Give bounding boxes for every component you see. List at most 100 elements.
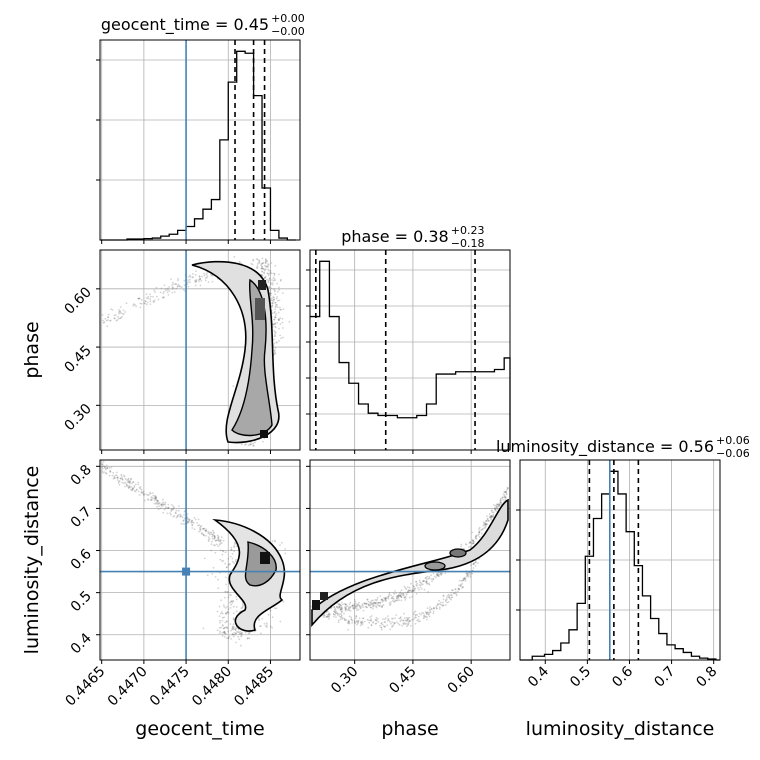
sample-point <box>229 563 231 565</box>
scatter-ld-phase-tickmarks <box>306 465 472 664</box>
sample-point <box>278 299 281 302</box>
sample-point <box>157 502 159 504</box>
sample-point <box>441 572 444 575</box>
sample-point <box>288 320 291 323</box>
sample-point <box>447 593 450 596</box>
sample-point <box>189 278 191 281</box>
sample-point <box>450 591 452 594</box>
sample-point <box>222 624 224 627</box>
sample-point <box>425 612 428 614</box>
sample-point <box>432 572 435 575</box>
sample-point <box>470 564 472 566</box>
sample-point <box>358 617 361 620</box>
sample-point <box>233 541 236 544</box>
sample-point <box>111 474 114 477</box>
sample-point <box>485 519 487 522</box>
sample-point <box>274 279 276 281</box>
sample-point <box>281 327 284 329</box>
sample-point <box>406 591 409 594</box>
sample-point <box>264 259 267 262</box>
sample-point <box>163 290 165 293</box>
sample-point <box>269 283 272 286</box>
sample-point <box>422 580 425 582</box>
sample-point <box>407 623 410 625</box>
sample-point <box>247 632 250 635</box>
sample-point <box>351 604 354 607</box>
sample-point <box>334 611 336 613</box>
sample-point <box>163 503 166 505</box>
sample-point <box>116 319 119 321</box>
sample-point <box>423 580 426 582</box>
sample-point <box>234 627 237 630</box>
sample-point <box>235 558 237 561</box>
sample-point <box>359 607 362 610</box>
sample-point <box>436 574 439 577</box>
sample-point <box>264 269 266 272</box>
sample-point <box>230 603 233 606</box>
sample-point <box>270 304 273 307</box>
sample-point <box>205 530 208 532</box>
sample-point <box>273 333 276 336</box>
sample-point <box>183 510 186 513</box>
sample-point <box>277 319 280 321</box>
sample-point <box>356 605 359 607</box>
sample-point <box>183 513 185 516</box>
sample-point <box>228 563 230 566</box>
sample-point <box>227 636 230 639</box>
sample-point <box>506 487 509 489</box>
sample-point <box>207 530 210 533</box>
sample-point <box>213 544 215 546</box>
sample-point <box>428 608 431 611</box>
sample-point <box>439 573 442 576</box>
sample-point <box>480 529 482 531</box>
sample-point <box>495 510 498 512</box>
sample-point <box>351 604 354 607</box>
sample-point <box>357 620 359 623</box>
sample-point <box>279 279 282 282</box>
sample-point <box>492 514 495 517</box>
sample-point <box>426 578 428 581</box>
sample-point <box>350 616 353 619</box>
sample-point <box>217 545 220 548</box>
sample-point <box>225 612 228 615</box>
sample-point <box>273 272 275 275</box>
sample-point <box>372 605 375 608</box>
sample-point <box>504 498 507 500</box>
sample-point <box>201 532 203 534</box>
sample-point <box>250 443 253 446</box>
sample-point <box>140 299 143 301</box>
sample-point <box>145 300 147 303</box>
sample-point <box>355 615 358 617</box>
sample-point <box>263 622 266 625</box>
sample-point <box>215 539 218 542</box>
sample-point <box>122 478 124 481</box>
density-peak <box>260 430 268 438</box>
sample-point <box>383 597 385 599</box>
sample-point <box>132 303 135 305</box>
sample-point <box>272 323 275 326</box>
sample-point <box>464 577 467 580</box>
sample-point <box>218 540 221 542</box>
sample-point <box>143 494 145 497</box>
sample-point <box>107 313 110 316</box>
sample-point <box>139 306 142 309</box>
sample-point <box>442 601 444 604</box>
sample-point <box>273 539 276 542</box>
sample-point <box>380 598 383 601</box>
sample-point <box>251 263 254 266</box>
sample-point <box>276 306 279 308</box>
sample-point <box>377 604 380 607</box>
sample-point <box>352 606 355 609</box>
sample-point <box>372 604 374 607</box>
sample-point <box>496 503 499 506</box>
sample-point <box>226 620 228 623</box>
sample-point <box>231 600 234 603</box>
sample-point <box>117 317 120 320</box>
sample-point <box>275 297 278 300</box>
sample-point <box>404 623 407 625</box>
sample-point <box>272 296 275 298</box>
sample-point <box>118 484 121 486</box>
sample-point <box>275 305 277 308</box>
sample-point <box>427 577 430 580</box>
sample-point <box>335 612 337 615</box>
